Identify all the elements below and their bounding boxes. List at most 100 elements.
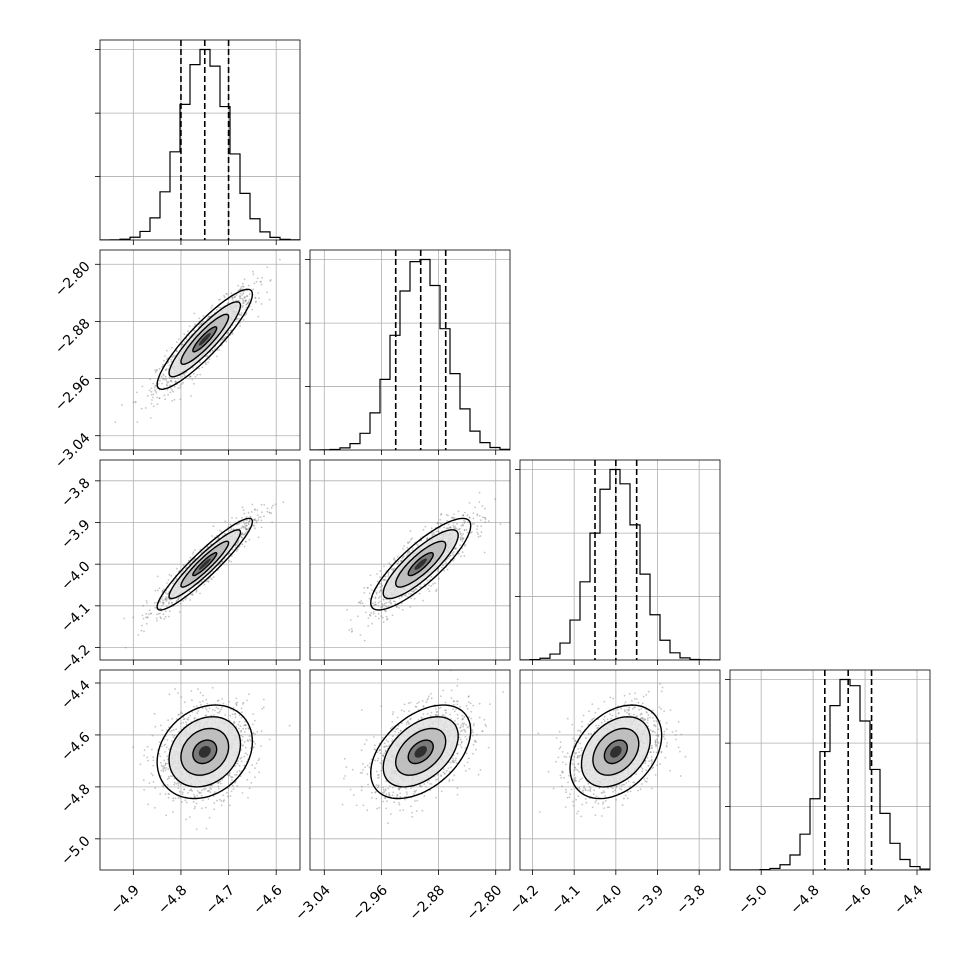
sample-point [166,605,168,608]
sample-point [163,744,166,747]
sample-point [460,524,463,527]
sample-point [373,604,376,607]
sample-point [484,507,486,510]
sample-point [199,361,201,364]
sample-point [464,521,466,523]
sample-point [391,614,394,617]
histogram-step-line [520,468,720,660]
sample-point [211,686,214,689]
sample-point [374,597,377,600]
sample-point [483,551,486,554]
sample-point [162,784,165,787]
sample-point [169,391,172,394]
sample-point [205,580,208,583]
sample-point [241,532,244,535]
sample-point [415,588,418,590]
sample-point [261,707,264,710]
sample-point [254,508,256,511]
sample-point [201,707,204,710]
sample-point [433,533,435,536]
sample-point [452,526,455,529]
sample-point [177,692,179,694]
sample-point [211,350,214,352]
sample-point [400,560,402,562]
sample-point [288,724,291,727]
sample-point [385,601,388,604]
sample-point [221,778,224,781]
sample-point [247,284,250,287]
sample-point [212,525,215,528]
sample-point [442,564,444,567]
sample-point [246,778,249,781]
sample-point [427,588,429,590]
sample-point [240,734,242,737]
sample-point [245,300,247,302]
sample-point [160,598,163,600]
sample-point [409,538,412,541]
sample-point [249,515,252,518]
sample-point [156,613,158,616]
sample-point [217,707,220,710]
sample-point [244,746,247,749]
sample-point [483,517,486,519]
sample-point [241,703,244,705]
sample-point [217,782,219,784]
sample-point [210,788,213,791]
sample-point [205,363,208,366]
sample-point [183,333,186,336]
sample-point [374,615,377,618]
sample-point [204,787,207,790]
sample-point [236,542,239,544]
sample-point [205,708,208,711]
sample-point [159,379,161,382]
sample-point [377,602,380,604]
sample-point [231,779,233,781]
sample-point [396,555,399,558]
sample-point [375,591,378,594]
y-tick-label: −2.88 [52,316,94,358]
sample-point [446,527,448,529]
sample-point [237,760,239,763]
sample-point [417,544,419,547]
sample-point [407,541,409,544]
sample-point [252,723,254,726]
sample-point [452,551,455,553]
sample-point [200,791,202,794]
sample-point [181,793,184,795]
sample-point [426,537,429,539]
sample-point [167,615,170,618]
sample-point [204,707,207,709]
sample-point [171,389,174,391]
sample-point [238,764,241,767]
sample-point [222,800,225,803]
sample-point [247,301,250,304]
sample-point [206,317,209,320]
sample-point [166,739,169,741]
sample-point [161,382,164,385]
sample-point [165,597,167,600]
sample-point [438,577,440,580]
sample-point [387,571,390,574]
sample-point [269,279,272,282]
sample-point [136,421,139,423]
sample-point [170,601,173,604]
sample-point [162,373,165,376]
sample-point [242,525,245,528]
sample-point [240,707,243,710]
sample-point [408,593,410,595]
sample-point [191,378,194,381]
sample-point [161,590,164,592]
sample-point [183,701,186,704]
sample-point [455,527,458,530]
sample-point [150,393,153,396]
sample-point [205,827,208,830]
sample-point [468,502,471,504]
sample-point [162,599,165,602]
sample-point [396,563,399,565]
sample-point [238,714,241,717]
sample-point [254,297,257,299]
sample-point [179,386,182,389]
sample-point [422,599,424,602]
sample-point [384,610,387,613]
sample-point [466,531,469,534]
